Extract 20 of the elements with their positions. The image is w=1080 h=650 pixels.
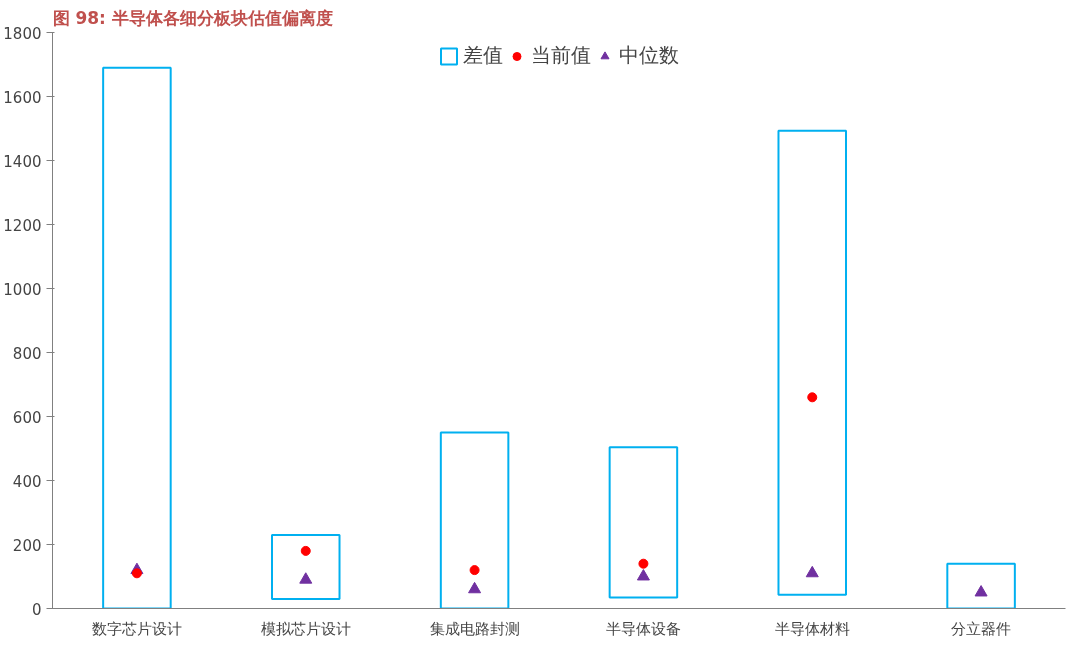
y-tick-label: 400 bbox=[12, 472, 42, 491]
x-tick-label: 集成电路封测 bbox=[429, 619, 520, 638]
y-tick-label: 0 bbox=[31, 600, 42, 619]
y-tick-label: 600 bbox=[12, 408, 42, 427]
y-tick-label: 800 bbox=[12, 344, 42, 363]
chart-title: 图 98: 半导体各细分板块估值偏离度 bbox=[52, 7, 333, 28]
legend-label: 差值 bbox=[463, 42, 503, 69]
x-tick-label: 数字芯片设计 bbox=[91, 619, 182, 638]
y-tick-label: 1200 bbox=[3, 216, 42, 235]
y-tick-label: 1400 bbox=[3, 152, 42, 171]
y-tick-label: 1600 bbox=[3, 88, 42, 107]
x-tick-label: 分立器件 bbox=[951, 619, 1012, 638]
x-tick-label: 半导体设备 bbox=[605, 619, 681, 638]
y-tick-label: 200 bbox=[12, 536, 42, 555]
legend-label: 中位数 bbox=[619, 42, 679, 69]
y-tick-label: 1000 bbox=[3, 280, 42, 299]
y-tick-label: 1800 bbox=[3, 24, 42, 43]
x-tick-label: 半导体材料 bbox=[774, 619, 850, 638]
x-tick-label: 模拟芯片设计 bbox=[260, 619, 351, 638]
legend-label: 当前值 bbox=[531, 42, 591, 69]
